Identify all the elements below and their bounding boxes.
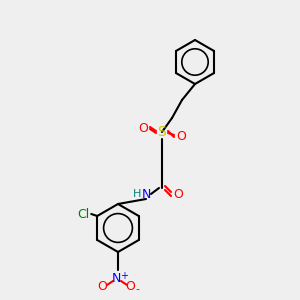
Text: N: N [111, 272, 121, 284]
Text: O: O [173, 188, 183, 200]
Text: Cl: Cl [77, 208, 89, 220]
Text: O: O [125, 280, 135, 292]
Text: -: - [135, 284, 139, 294]
Text: O: O [176, 130, 186, 142]
Text: O: O [97, 280, 107, 292]
Text: S: S [158, 125, 166, 139]
Text: N: N [141, 188, 151, 200]
Text: O: O [138, 122, 148, 134]
Text: +: + [120, 271, 128, 281]
Text: H: H [133, 189, 141, 199]
